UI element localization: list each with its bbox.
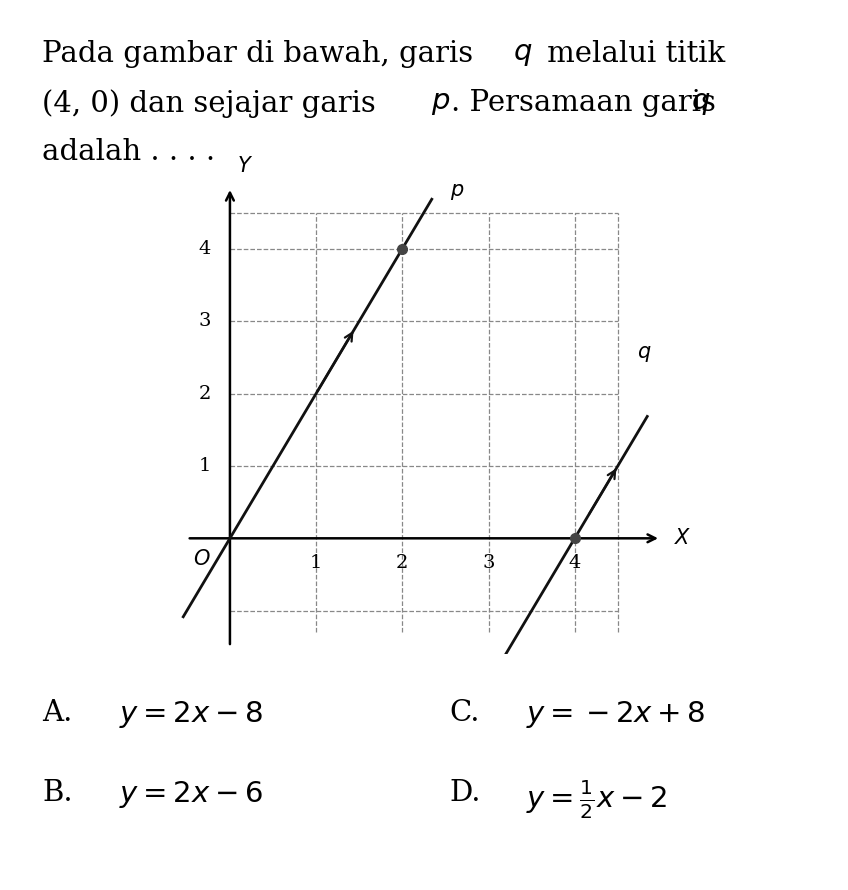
Text: (4, 0) dan sejajar garis: (4, 0) dan sejajar garis — [42, 89, 385, 117]
Text: $p$: $p$ — [449, 182, 464, 202]
Text: 2: 2 — [198, 384, 211, 402]
Text: 4: 4 — [198, 239, 211, 258]
Text: 3: 3 — [198, 312, 211, 330]
Text: $y = \frac{1}{2}x - 2$: $y = \frac{1}{2}x - 2$ — [526, 779, 667, 821]
Text: 1: 1 — [310, 554, 322, 572]
Text: $y = -2x + 8$: $y = -2x + 8$ — [526, 699, 706, 730]
Text: $Y$: $Y$ — [237, 157, 253, 176]
Text: $q$: $q$ — [637, 344, 651, 364]
Text: 1: 1 — [198, 457, 211, 475]
Text: $p$: $p$ — [431, 89, 450, 117]
Text: $q$: $q$ — [513, 40, 533, 68]
Text: 3: 3 — [483, 554, 494, 572]
Text: 2: 2 — [396, 554, 409, 572]
Text: $q$: $q$ — [691, 89, 711, 117]
Text: $y = 2x - 6$: $y = 2x - 6$ — [119, 779, 263, 810]
Text: . Persamaan garis: . Persamaan garis — [451, 89, 725, 117]
Text: 4: 4 — [568, 554, 581, 572]
Text: A.: A. — [42, 699, 73, 726]
Text: C.: C. — [449, 699, 480, 726]
Text: $O$: $O$ — [193, 549, 211, 570]
Text: D.: D. — [449, 779, 481, 806]
Text: adalah . . . .: adalah . . . . — [42, 138, 215, 166]
Text: melalui titik: melalui titik — [538, 40, 726, 68]
Text: $y = 2x - 8$: $y = 2x - 8$ — [119, 699, 263, 730]
Text: Pada gambar di bawah, garis: Pada gambar di bawah, garis — [42, 40, 483, 68]
Text: $X$: $X$ — [674, 529, 691, 548]
Text: B.: B. — [42, 779, 73, 806]
